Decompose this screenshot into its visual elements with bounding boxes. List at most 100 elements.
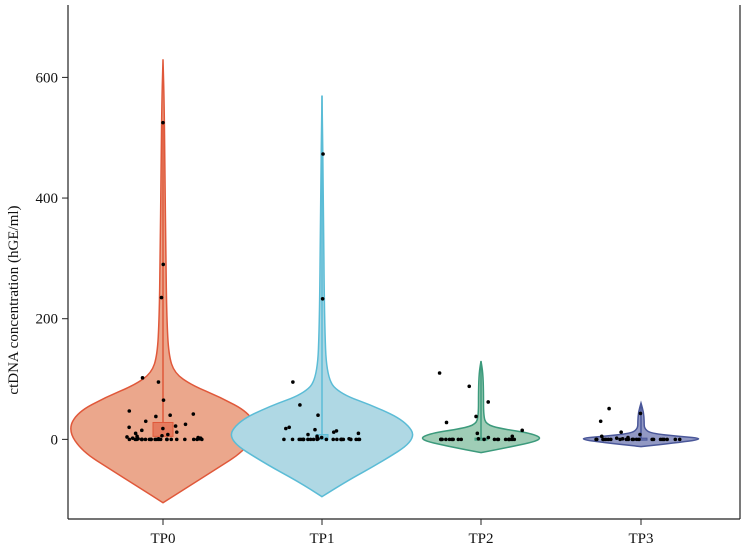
data-point (140, 428, 144, 433)
data-point (298, 403, 302, 407)
data-point (356, 431, 361, 436)
data-point (191, 437, 196, 442)
y-tick-label: 0 (51, 432, 59, 448)
data-point (638, 432, 642, 437)
data-point (149, 437, 153, 442)
data-point (651, 437, 656, 442)
data-point (634, 437, 639, 442)
y-axis-label: ctDNA concentration (hGE/ml) (6, 205, 22, 394)
data-point (133, 431, 138, 436)
data-point (315, 437, 319, 442)
data-point (677, 437, 682, 442)
data-point (451, 437, 455, 442)
data-point (444, 420, 449, 425)
data-point (486, 400, 491, 404)
data-point (191, 412, 196, 416)
data-point (614, 436, 619, 440)
data-point (520, 428, 525, 433)
data-point (160, 433, 164, 438)
data-point (356, 437, 361, 442)
data-point (143, 419, 148, 424)
data-point (306, 432, 310, 437)
x-tick-label: TP1 (309, 531, 334, 547)
data-point (444, 437, 448, 442)
data-point (282, 437, 286, 442)
data-point (626, 437, 631, 442)
violin-tp2 (421, 360, 541, 454)
data-point (290, 437, 295, 442)
y-tick-label: 400 (36, 191, 59, 207)
data-point (486, 435, 491, 440)
data-point (438, 437, 443, 442)
data-point (658, 437, 663, 442)
data-point (287, 425, 292, 430)
data-point (607, 406, 611, 411)
axes: 0 200 400 600 TP0 TP1 TP2 TP3 (36, 5, 741, 547)
data-point (619, 430, 623, 434)
data-point (665, 437, 669, 442)
y-tick-label: 200 (36, 312, 59, 328)
data-point (447, 437, 452, 442)
data-point (195, 437, 199, 442)
x-tick-label: TP0 (150, 531, 175, 547)
data-point (673, 437, 678, 442)
data-point (324, 437, 329, 442)
data-point (320, 297, 325, 301)
data-point (631, 437, 636, 442)
data-point (156, 380, 161, 384)
data-point (467, 384, 472, 389)
data-point (459, 437, 464, 442)
data-point (601, 437, 605, 442)
data-point (183, 422, 188, 427)
violin-tp0 (70, 59, 256, 504)
violin-tp1 (230, 95, 414, 498)
data-point (297, 437, 302, 442)
data-point (482, 437, 486, 442)
data-point (291, 380, 295, 384)
data-point (158, 437, 163, 442)
data-point (159, 295, 164, 300)
data-point (508, 437, 512, 442)
data-point (284, 426, 288, 431)
data-point (335, 437, 339, 442)
data-point (308, 437, 313, 442)
data-point (321, 152, 325, 156)
data-point (606, 437, 611, 442)
data-point (153, 437, 157, 442)
violin-tp3 (582, 400, 700, 448)
data-point (349, 437, 353, 442)
data-point (599, 434, 604, 439)
data-point (161, 120, 165, 125)
y-tick-label: 600 (36, 70, 59, 86)
data-point (200, 437, 204, 442)
data-point (301, 437, 306, 442)
data-point (166, 432, 170, 437)
data-point (161, 398, 166, 402)
data-point (492, 437, 497, 442)
data-point (319, 435, 324, 440)
data-point (638, 411, 643, 416)
data-point (495, 437, 500, 442)
violins (70, 59, 700, 504)
data-point (331, 430, 336, 434)
data-point (127, 409, 132, 413)
x-tick-label: TP2 (468, 531, 493, 547)
data-point (140, 376, 145, 380)
data-point (125, 435, 129, 439)
data-point (133, 437, 138, 442)
data-point (173, 424, 178, 428)
data-point (334, 429, 339, 433)
data-point (594, 437, 599, 442)
data-point (306, 437, 310, 442)
data-point (164, 437, 169, 442)
data-point (154, 414, 158, 419)
data-point (174, 437, 179, 442)
data-point (476, 436, 481, 441)
data-point (437, 371, 442, 375)
data-point (598, 419, 603, 424)
data-point (174, 430, 179, 434)
data-point (609, 437, 613, 442)
data-point (169, 437, 174, 442)
data-point (127, 437, 132, 442)
